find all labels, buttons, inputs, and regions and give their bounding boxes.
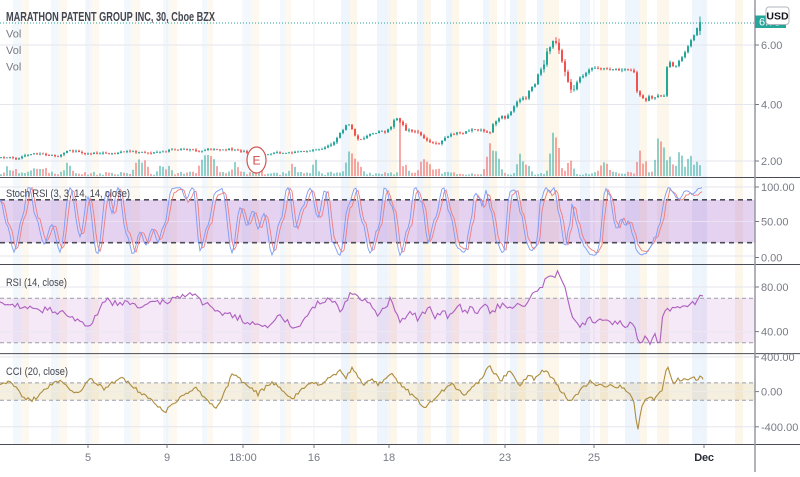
svg-text:RSI (14, close): RSI (14, close)	[6, 277, 67, 289]
svg-text:9: 9	[164, 452, 170, 464]
svg-text:Vol: Vol	[6, 62, 21, 74]
svg-text:0.00: 0.00	[761, 253, 782, 265]
svg-text:USD: USD	[766, 11, 789, 23]
svg-text:2.00: 2.00	[761, 156, 782, 168]
svg-text:18:00: 18:00	[229, 452, 257, 464]
svg-text:5: 5	[85, 452, 91, 464]
svg-text:Stoch RSI (3, 3, 14, 14, close: Stoch RSI (3, 3, 14, 14, close)	[6, 188, 130, 200]
svg-text:-400.00: -400.00	[761, 422, 798, 434]
svg-text:100.00: 100.00	[761, 182, 795, 194]
svg-text:18: 18	[383, 452, 395, 464]
svg-text:0.00: 0.00	[761, 387, 782, 399]
svg-text:400.00: 400.00	[761, 352, 795, 364]
svg-text:Dec: Dec	[694, 452, 714, 464]
svg-text:Vol: Vol	[6, 29, 21, 41]
svg-text:25: 25	[588, 452, 600, 464]
svg-text:40.00: 40.00	[761, 327, 789, 339]
svg-text:MARATHON PATENT GROUP INC, 30,: MARATHON PATENT GROUP INC, 30, Cboe BZX	[6, 9, 215, 24]
svg-text:23: 23	[499, 452, 511, 464]
svg-text:6.00: 6.00	[761, 40, 782, 52]
svg-text:E: E	[252, 154, 260, 168]
svg-text:50.00: 50.00	[761, 217, 789, 229]
svg-text:4.00: 4.00	[761, 100, 782, 112]
svg-text:80.00: 80.00	[761, 282, 789, 294]
svg-text:Vol: Vol	[6, 45, 21, 57]
svg-text:16: 16	[308, 452, 320, 464]
svg-text:CCI (20, close): CCI (20, close)	[6, 366, 68, 378]
